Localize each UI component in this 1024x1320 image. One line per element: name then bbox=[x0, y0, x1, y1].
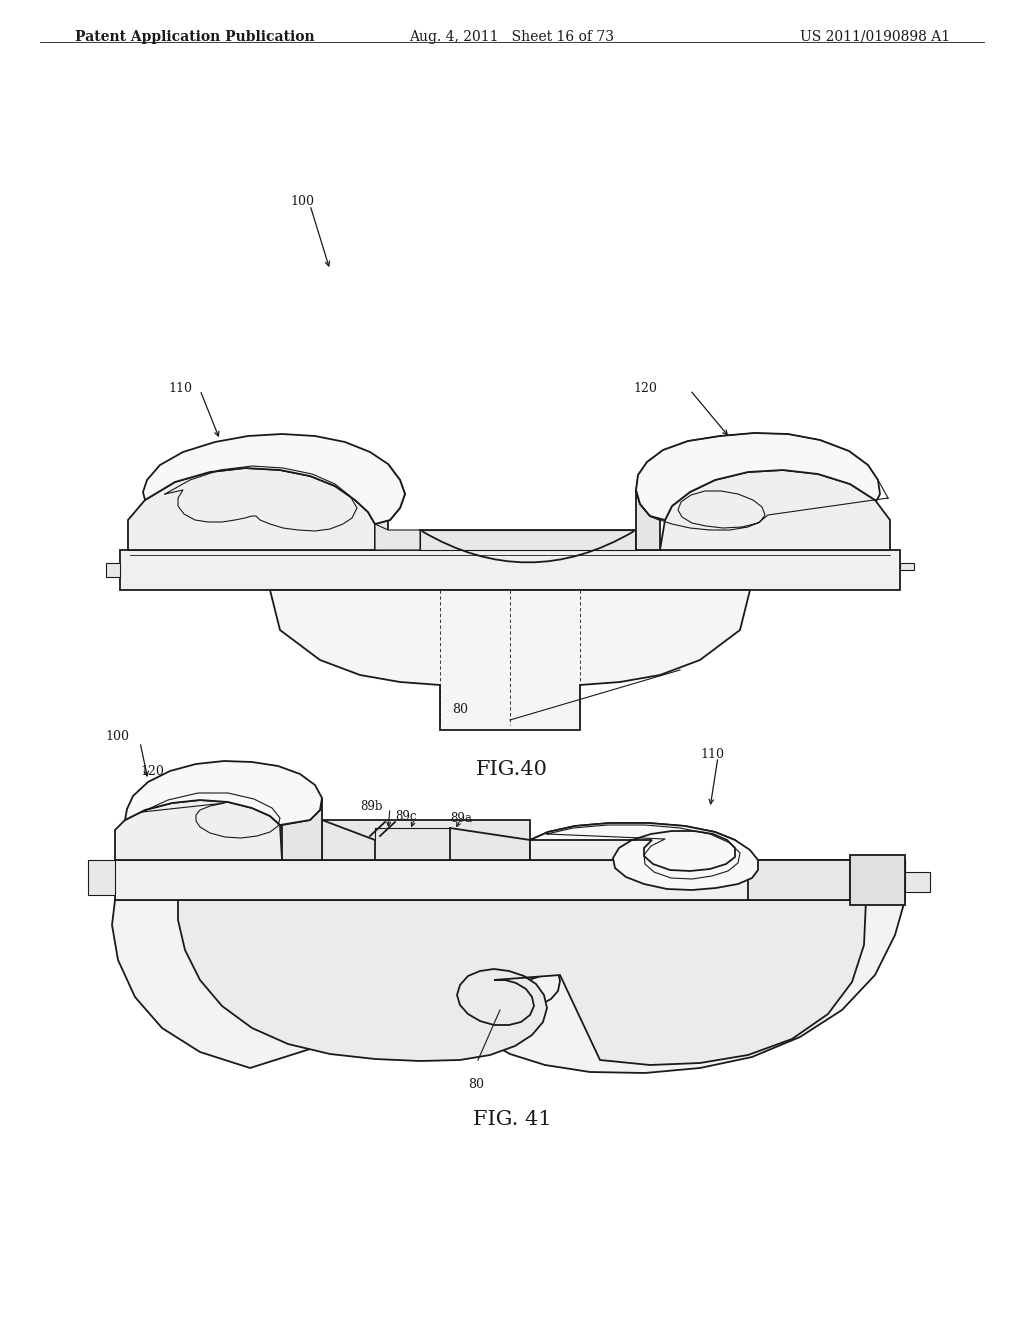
Polygon shape bbox=[748, 861, 850, 900]
Polygon shape bbox=[375, 524, 420, 550]
Polygon shape bbox=[530, 822, 758, 890]
Polygon shape bbox=[636, 490, 660, 550]
Text: FIG.40: FIG.40 bbox=[476, 760, 548, 779]
Text: US 2011/0190898 A1: US 2011/0190898 A1 bbox=[800, 30, 950, 44]
Text: 110: 110 bbox=[700, 748, 724, 762]
Polygon shape bbox=[112, 900, 905, 1073]
Polygon shape bbox=[120, 550, 900, 590]
Text: FIG. 41: FIG. 41 bbox=[473, 1110, 551, 1129]
Text: 89b: 89b bbox=[360, 800, 383, 813]
Polygon shape bbox=[282, 799, 322, 861]
Text: 110: 110 bbox=[168, 381, 193, 395]
Polygon shape bbox=[660, 470, 890, 550]
Polygon shape bbox=[128, 469, 375, 550]
Polygon shape bbox=[270, 590, 750, 730]
Text: 80: 80 bbox=[452, 704, 468, 715]
Polygon shape bbox=[420, 531, 636, 550]
Polygon shape bbox=[530, 822, 748, 861]
Polygon shape bbox=[636, 433, 880, 520]
Polygon shape bbox=[106, 564, 120, 577]
Polygon shape bbox=[178, 900, 866, 1065]
Polygon shape bbox=[143, 434, 406, 524]
Text: 89c: 89c bbox=[395, 810, 417, 822]
Polygon shape bbox=[850, 855, 905, 906]
Text: 89a: 89a bbox=[450, 812, 472, 825]
Text: 100: 100 bbox=[290, 195, 314, 209]
Polygon shape bbox=[115, 800, 282, 861]
Polygon shape bbox=[905, 861, 930, 892]
Text: Aug. 4, 2011   Sheet 16 of 73: Aug. 4, 2011 Sheet 16 of 73 bbox=[410, 30, 614, 44]
Text: Patent Application Publication: Patent Application Publication bbox=[75, 30, 314, 44]
Polygon shape bbox=[322, 820, 530, 861]
Polygon shape bbox=[375, 465, 406, 550]
Text: 100: 100 bbox=[105, 730, 129, 743]
Polygon shape bbox=[125, 762, 322, 825]
Polygon shape bbox=[88, 861, 115, 895]
Polygon shape bbox=[115, 861, 905, 900]
Polygon shape bbox=[900, 564, 914, 570]
Text: 120: 120 bbox=[140, 766, 164, 777]
Text: 120: 120 bbox=[633, 381, 656, 395]
Text: 80: 80 bbox=[468, 1078, 484, 1092]
